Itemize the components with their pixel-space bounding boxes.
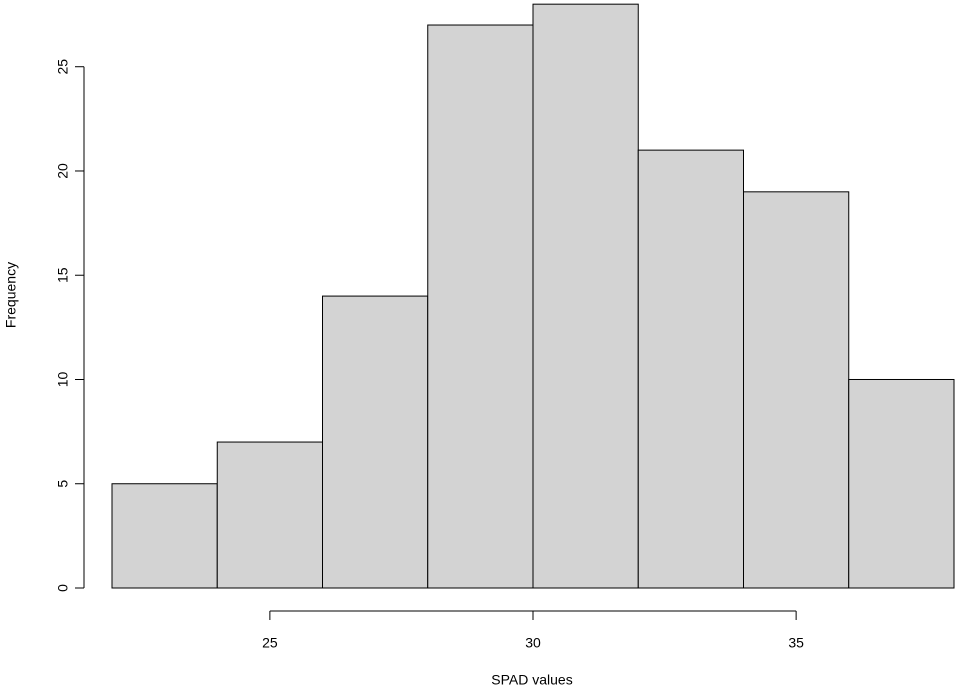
y-tick-label: 10 [55, 371, 71, 387]
x-axis-label: SPAD values [491, 672, 572, 688]
x-tick-label: 25 [262, 635, 278, 651]
y-tick-label: 0 [55, 584, 71, 592]
bar [637, 149, 744, 589]
bar [427, 24, 534, 589]
bar [532, 3, 639, 589]
y-axis-label: Frequency [3, 262, 19, 328]
bar [322, 295, 429, 589]
y-tick-label: 25 [55, 59, 71, 75]
bar [111, 483, 218, 589]
x-tick-label: 35 [788, 635, 804, 651]
x-tick-label: 30 [525, 635, 541, 651]
y-tick-label: 15 [55, 267, 71, 283]
bar [848, 378, 955, 589]
y-tick-label: 5 [55, 480, 71, 488]
y-tick-label: 20 [55, 163, 71, 179]
bar [743, 191, 850, 589]
bar [216, 441, 323, 589]
